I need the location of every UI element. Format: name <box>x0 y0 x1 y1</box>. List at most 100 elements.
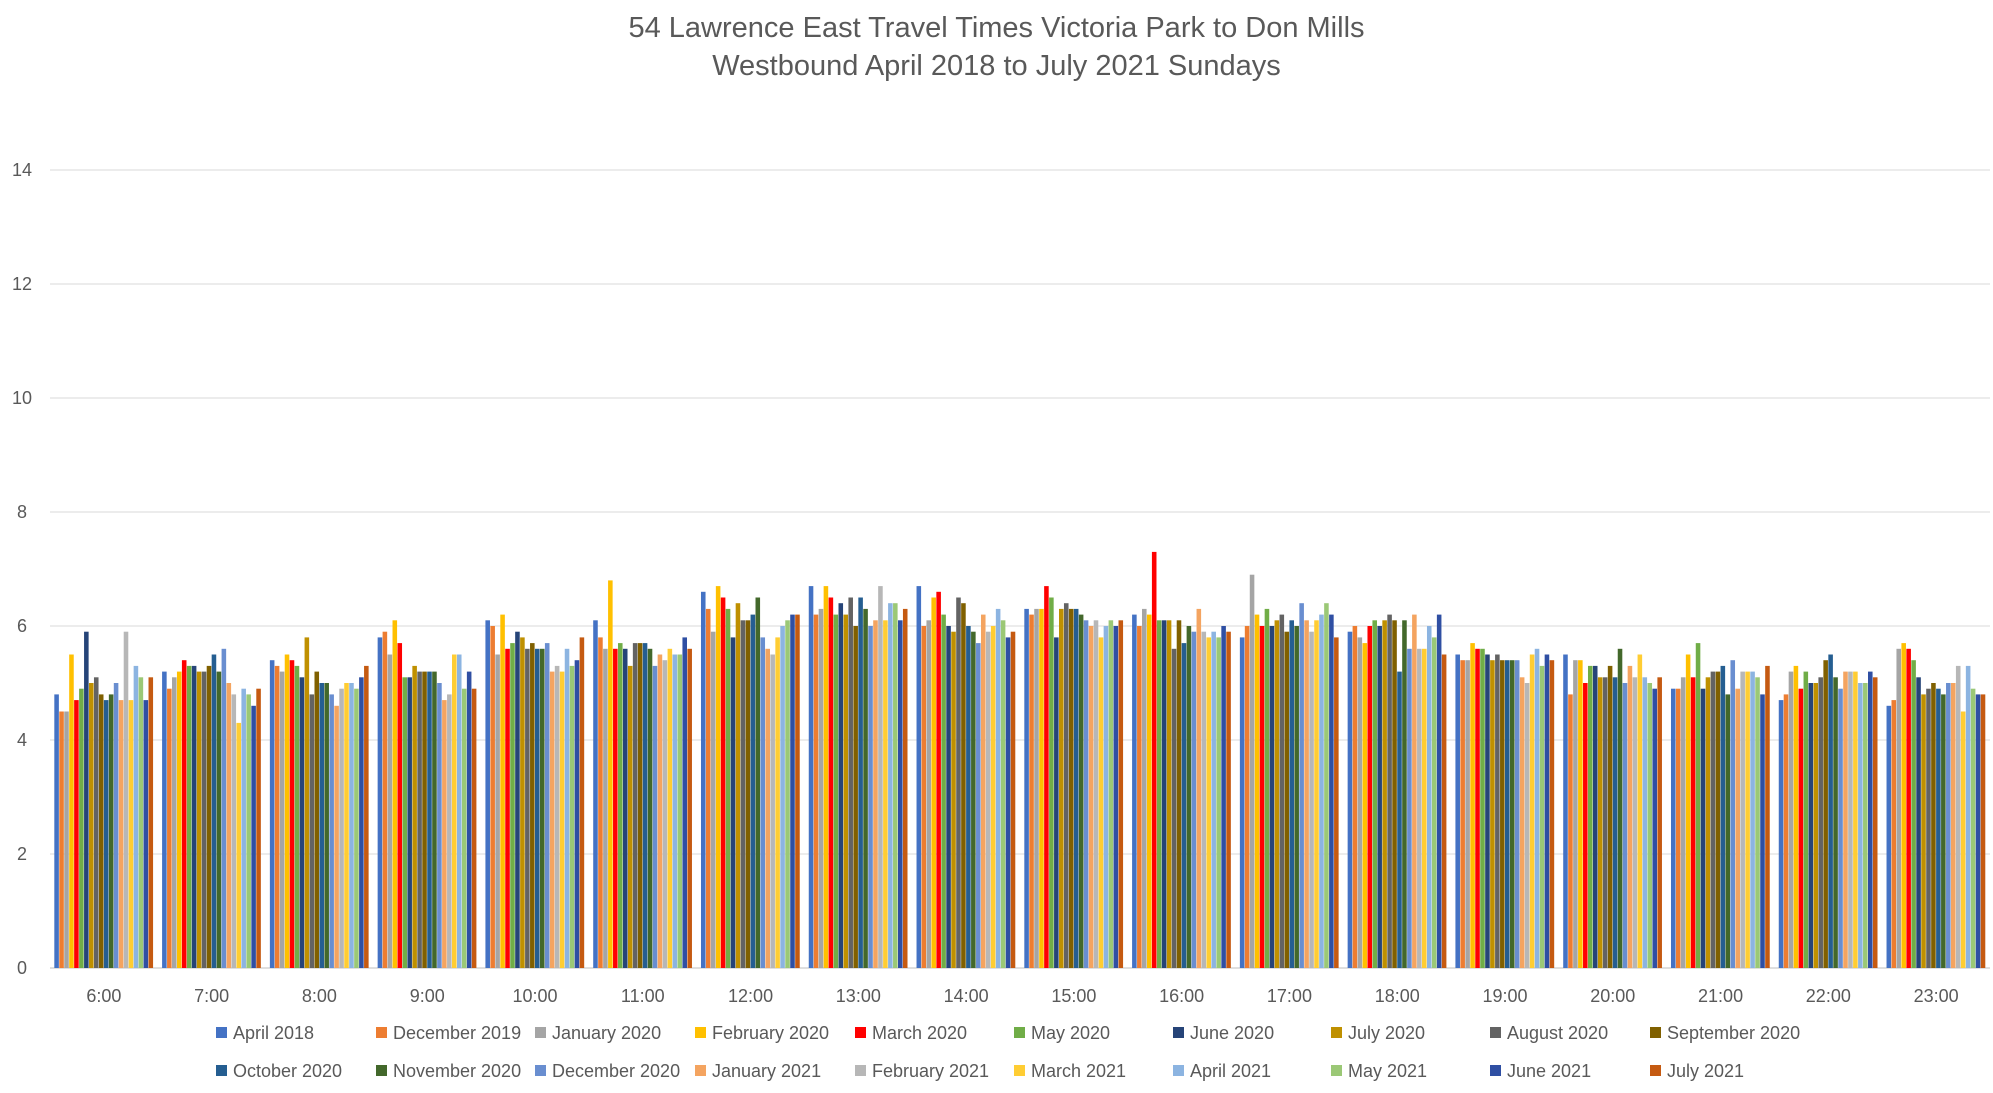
bar <box>1357 637 1363 968</box>
legend-swatch <box>1173 1065 1184 1076</box>
bar <box>808 586 814 968</box>
bar <box>1833 677 1838 968</box>
bar <box>64 711 69 968</box>
bar <box>500 614 505 968</box>
bar <box>1441 654 1447 968</box>
bar <box>1788 671 1794 968</box>
bar <box>873 620 878 968</box>
bar <box>108 694 114 968</box>
legend-swatch <box>376 1065 387 1076</box>
bar <box>1980 694 1986 968</box>
bar <box>138 677 144 968</box>
legend-swatch <box>216 1027 227 1038</box>
bar <box>1921 694 1926 968</box>
bar <box>128 700 134 968</box>
bar <box>1274 620 1280 968</box>
legend-swatch <box>535 1027 546 1038</box>
bar <box>1529 654 1535 968</box>
bar <box>123 631 129 968</box>
bar <box>902 608 908 968</box>
legend-label: February 2020 <box>712 1023 829 1043</box>
bar <box>1705 677 1711 968</box>
bar <box>1264 608 1270 968</box>
bar <box>1891 700 1897 968</box>
bar <box>662 660 668 968</box>
bar <box>1362 643 1368 968</box>
y-tick-label: 10 <box>12 388 32 408</box>
bar <box>1309 631 1314 968</box>
bar <box>1181 643 1187 968</box>
bar <box>667 648 673 968</box>
bar <box>710 631 716 968</box>
x-axis-ticks: 6:00 7:00 8:00 9:00 10:00 11:00 12:00 13:00 14:0… <box>86 986 1958 1006</box>
bar <box>1249 574 1255 968</box>
bar <box>730 637 736 968</box>
bar <box>539 648 545 968</box>
bar <box>1647 683 1653 968</box>
bar <box>833 614 839 968</box>
bar <box>1171 648 1177 968</box>
bar <box>1657 677 1662 968</box>
bar <box>417 671 422 968</box>
bar <box>843 614 849 968</box>
bar <box>133 665 139 968</box>
bar <box>402 677 407 968</box>
bar <box>1024 608 1029 968</box>
bar <box>980 614 986 968</box>
bar <box>1519 677 1525 968</box>
bar <box>314 671 320 968</box>
bar <box>1239 637 1245 968</box>
bar <box>216 671 222 968</box>
y-tick-label: 8 <box>17 502 27 522</box>
legend-swatch <box>1331 1027 1342 1038</box>
bar <box>1675 688 1681 968</box>
bar <box>93 677 99 968</box>
bar <box>1730 660 1736 968</box>
bar <box>1103 626 1109 968</box>
x-tick-label: 18:00 <box>1375 986 1420 1006</box>
x-tick-label: 19:00 <box>1482 986 1527 1006</box>
bar <box>1970 688 1976 968</box>
bar <box>1005 637 1011 968</box>
bar <box>1509 660 1515 968</box>
bar <box>74 700 79 968</box>
chart-subtitle: Westbound April 2018 to July 2021 Sunday… <box>712 50 1281 82</box>
bar <box>1422 648 1427 968</box>
legend-swatch <box>1490 1065 1501 1076</box>
bar <box>1642 677 1648 968</box>
bar <box>941 614 946 968</box>
bar <box>1853 671 1858 968</box>
bar <box>1108 620 1114 968</box>
bar <box>1039 608 1044 968</box>
bar <box>1720 665 1726 968</box>
bar <box>1146 614 1152 968</box>
bar <box>382 631 388 968</box>
legend-label: July 2021 <box>1667 1061 1744 1081</box>
bar <box>1886 705 1892 968</box>
bar <box>818 608 824 968</box>
bar <box>397 643 403 968</box>
bar <box>1700 688 1706 968</box>
bar <box>1455 654 1460 968</box>
bar <box>162 671 167 968</box>
bar <box>1412 614 1417 968</box>
bar <box>211 654 217 968</box>
bar <box>1078 614 1084 968</box>
bar <box>720 597 726 968</box>
bar <box>206 665 212 968</box>
bar <box>241 688 246 968</box>
bar <box>725 608 731 968</box>
bar <box>785 620 790 968</box>
bar <box>1377 626 1382 968</box>
bar <box>274 665 280 968</box>
bar <box>1783 694 1789 968</box>
bar <box>530 643 535 968</box>
x-tick-label: 23:00 <box>1914 986 1959 1006</box>
bar <box>1602 677 1608 968</box>
bar <box>1690 677 1696 968</box>
bar <box>505 648 510 968</box>
bar <box>559 671 565 968</box>
bar <box>1637 654 1643 968</box>
bar <box>231 694 237 968</box>
bar <box>775 637 780 968</box>
